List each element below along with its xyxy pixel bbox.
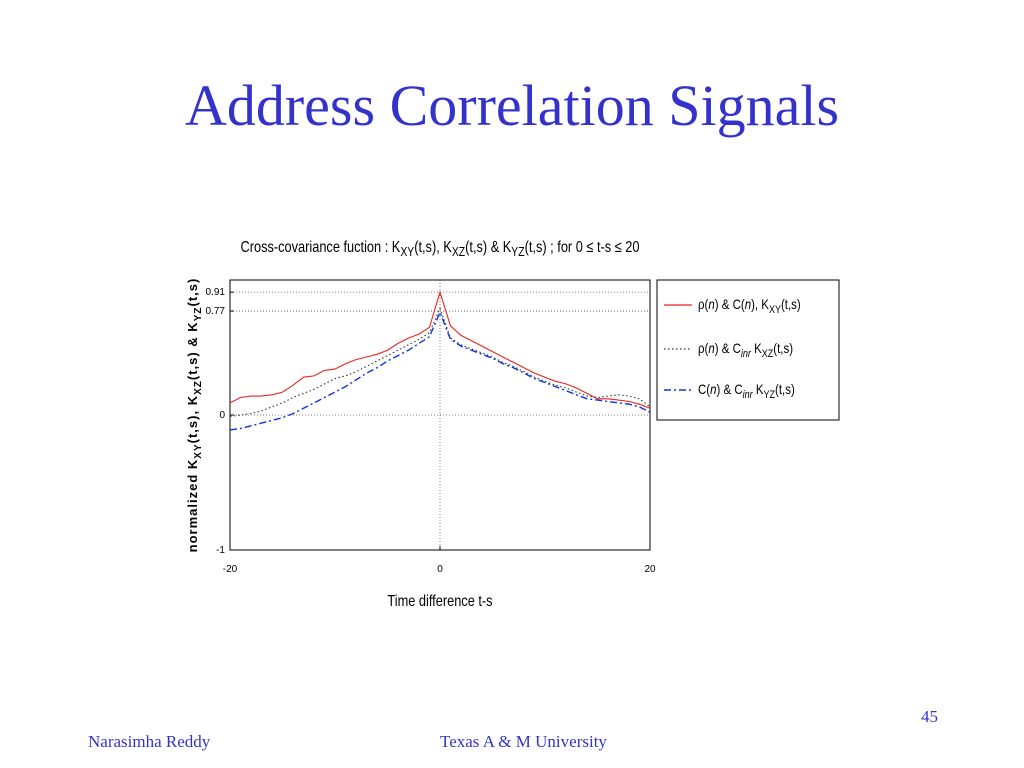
slide-title: Address Correlation Signals — [184, 73, 840, 138]
y-tick-label: 0 — [219, 410, 225, 421]
y-tick-label: 0.77 — [206, 306, 226, 317]
y-axis-label: normalized KXY​(t,s), KXZ​(t,s) & KYZ​(t… — [185, 278, 204, 553]
series-line-2 — [229, 306, 651, 417]
legend-label-1: ρ(n) & C(n), KXY​(t,s) — [698, 296, 801, 316]
axis-ticks: -1 0 0.77 0.91 -20 0 20 — [206, 287, 656, 575]
legend-box — [656, 279, 840, 421]
x-tick-label: 20 — [644, 564, 656, 575]
chart-title: Cross-covariance fuction : KXY​(t,s), KX… — [240, 239, 639, 260]
footer-author: Narasimha Reddy — [88, 732, 211, 751]
y-tick-label: -1 — [216, 545, 225, 556]
gridlines — [230, 280, 650, 550]
series-line-1 — [229, 290, 651, 409]
x-axis-label: Time difference t-s — [387, 593, 492, 611]
series-lines — [229, 290, 651, 431]
legend: ρ(n) & C(n), KXY​(t,s) ρ(n) & Cinr​ KXZ​(… — [656, 279, 840, 421]
page-number: 45 — [921, 707, 938, 726]
legend-label-3: C(n) & Cinr​ KYZ​(t,s) — [698, 381, 795, 401]
x-tick-label: -20 — [223, 564, 238, 575]
x-tick-label: 0 — [437, 564, 443, 575]
legend-label-2: ρ(n) & Cinr​ KXZ​(t,s) — [698, 340, 793, 360]
footer-university: Texas A & M University — [440, 732, 607, 751]
y-tick-label: 0.91 — [206, 287, 226, 298]
